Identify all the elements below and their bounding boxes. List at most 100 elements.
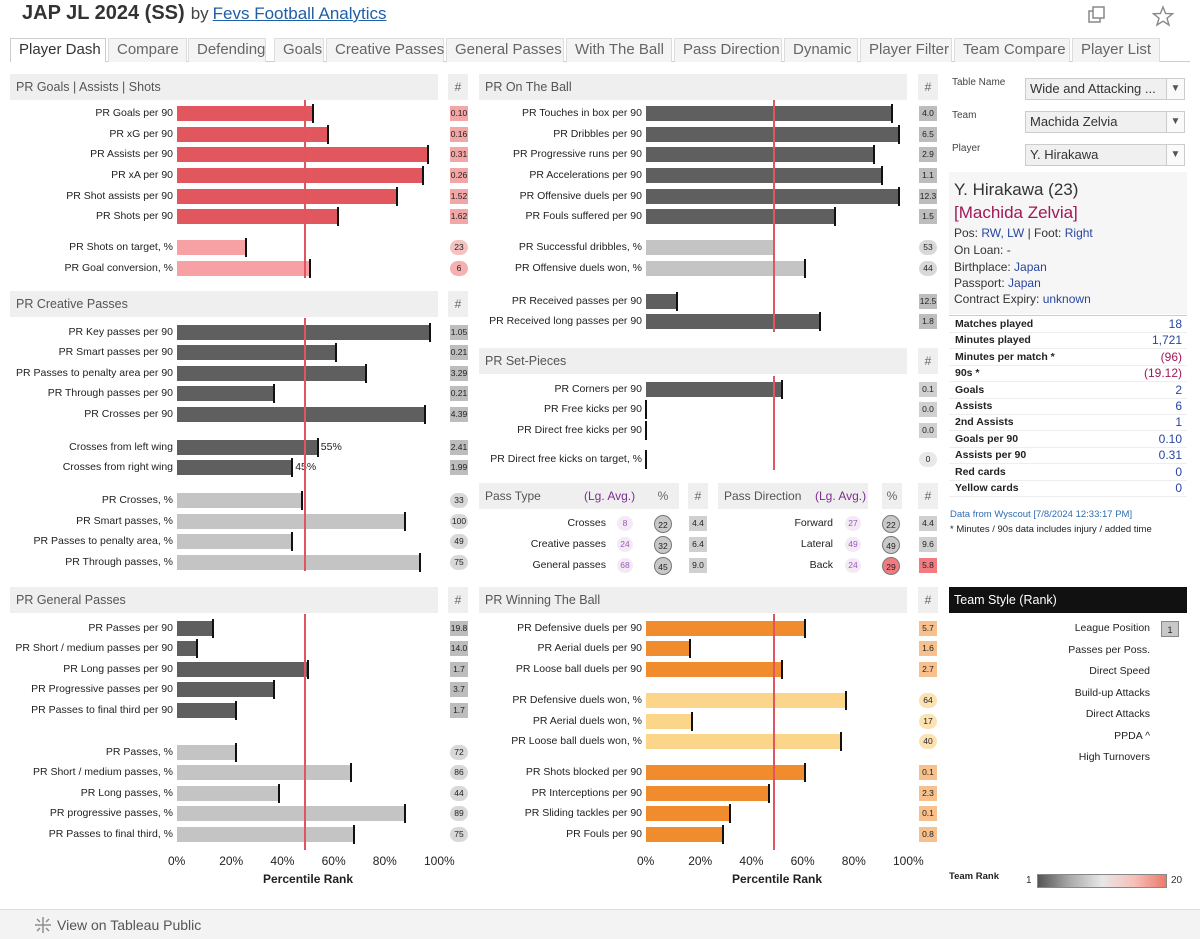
bar-c7[interactable] [177, 460, 293, 475]
bar-c5[interactable] [177, 407, 426, 422]
bar-c1[interactable] [177, 325, 431, 340]
bar-tick [334, 343, 337, 362]
bar-w9[interactable] [646, 806, 731, 821]
bar-c6[interactable] [177, 440, 318, 455]
bar-w8[interactable] [646, 786, 769, 801]
bar-o2[interactable] [646, 127, 900, 142]
tab-defending[interactable]: Defending [188, 38, 266, 62]
row-label: PR Defensive duels won, % [512, 694, 642, 706]
value-badge: 0.26 [450, 168, 468, 183]
bar-g1[interactable] [177, 106, 313, 121]
section-header-creative: PR Creative Passes [10, 291, 438, 317]
stat-label: Red cards [955, 465, 1006, 478]
bar-o8[interactable] [646, 261, 805, 276]
bar-p7[interactable] [177, 765, 352, 780]
bar-g7[interactable] [177, 240, 247, 255]
bar-w7[interactable] [646, 765, 805, 780]
bar-p1[interactable] [177, 621, 213, 636]
tab-dynamic[interactable]: Dynamic [784, 38, 858, 62]
bar-p2[interactable] [177, 641, 198, 656]
bar-w2[interactable] [646, 641, 690, 656]
tab-player-list[interactable]: Player List [1072, 38, 1160, 62]
view-on-tableau-link[interactable]: View on Tableau Public [57, 917, 202, 933]
section-header-setpieces: PR Set-Pieces [479, 348, 907, 374]
team-dropdown[interactable]: Machida Zelvia ▼ [1025, 111, 1185, 133]
value-badge: 1.6 [919, 641, 937, 656]
tab-goals[interactable]: Goals [274, 38, 324, 62]
bar-p3[interactable] [177, 662, 308, 677]
table-name-dropdown[interactable]: Wide and Attacking ... ▼ [1025, 78, 1185, 100]
bar-o1[interactable] [646, 106, 892, 121]
bar-o4[interactable] [646, 168, 882, 183]
stat-divider [949, 397, 1187, 399]
bar-c9[interactable] [177, 514, 405, 529]
row-label: PR Assists per 90 [90, 148, 173, 160]
bar-w4[interactable] [646, 693, 846, 708]
stat-divider [949, 463, 1187, 465]
bar-tick [880, 166, 883, 185]
bar-o9[interactable] [646, 294, 677, 309]
bar-c2[interactable] [177, 345, 336, 360]
bar-g5[interactable] [177, 189, 398, 204]
value-badge: 72 [450, 745, 468, 760]
stat-label: Yellow cards [955, 482, 1019, 494]
bar-w3[interactable] [646, 662, 782, 677]
bar-p9[interactable] [177, 806, 405, 821]
bar-g3[interactable] [177, 147, 428, 162]
bar-p8[interactable] [177, 786, 280, 801]
bar-p5[interactable] [177, 703, 236, 718]
bar-c3[interactable] [177, 366, 367, 381]
passtype-row-label: Creative passes [530, 538, 606, 550]
bar-o5[interactable] [646, 189, 900, 204]
bar-g8[interactable] [177, 261, 311, 276]
bar-p10[interactable] [177, 827, 354, 842]
bar-w1[interactable] [646, 621, 805, 636]
bar-w6[interactable] [646, 734, 841, 749]
tab-compare[interactable]: Compare [108, 38, 187, 62]
star-icon[interactable] [1152, 5, 1174, 27]
value-badge: 53 [919, 240, 937, 255]
tab-team-compare[interactable]: Team Compare [954, 38, 1070, 62]
bar-o10[interactable] [646, 314, 821, 329]
bar-c10[interactable] [177, 534, 293, 549]
author-link[interactable]: Fevs Football Analytics [212, 4, 387, 23]
bar-tick [780, 660, 783, 679]
bar-o6[interactable] [646, 209, 836, 224]
contract-label: Contract Expiry: [954, 292, 1040, 306]
row-label: PR Aerial duels per 90 [537, 642, 642, 654]
player-dropdown[interactable]: Y. Hirakawa ▼ [1025, 144, 1185, 166]
row-label: PR Goals per 90 [95, 107, 173, 119]
bar-g4[interactable] [177, 168, 423, 183]
bar-c4[interactable] [177, 386, 275, 401]
bar-w5[interactable] [646, 714, 693, 729]
row-label: PR Received passes per 90 [511, 295, 642, 307]
bar-tick [352, 825, 355, 844]
bar-p6[interactable] [177, 745, 236, 760]
hash-header: # [918, 74, 938, 100]
bar-p4[interactable] [177, 682, 275, 697]
bar-g6[interactable] [177, 209, 339, 224]
row-label: PR Through passes, % [65, 556, 173, 568]
stat-label: Assists [955, 400, 993, 412]
tab-general-passes[interactable]: General Passes [446, 38, 564, 62]
bar-c8[interactable] [177, 493, 303, 508]
tab-player-filter[interactable]: Player Filter [860, 38, 952, 62]
tab-player-dash[interactable]: Player Dash [10, 38, 106, 62]
tab-pass-direction[interactable]: Pass Direction [674, 38, 782, 62]
bar-tick [196, 639, 199, 658]
copy-icon[interactable] [1087, 6, 1107, 26]
passdir-title: Pass Direction [724, 489, 802, 503]
contract-value: unknown [1042, 292, 1091, 306]
tab-with-the-ball[interactable]: With The Ball [566, 38, 672, 62]
row-label: PR Direct free kicks on target, % [490, 453, 642, 465]
bar-o7[interactable] [646, 240, 774, 255]
bar-tick [337, 207, 340, 226]
bar-s1[interactable] [646, 382, 782, 397]
bar-w10[interactable] [646, 827, 723, 842]
bar-c11[interactable] [177, 555, 421, 570]
table-name-value: Wide and Attacking ... [1030, 81, 1156, 96]
bar-g2[interactable] [177, 127, 329, 142]
tab-creative-passes[interactable]: Creative Passes [326, 38, 444, 62]
bar-o3[interactable] [646, 147, 874, 162]
axis-label: Percentile Rank [732, 872, 823, 886]
